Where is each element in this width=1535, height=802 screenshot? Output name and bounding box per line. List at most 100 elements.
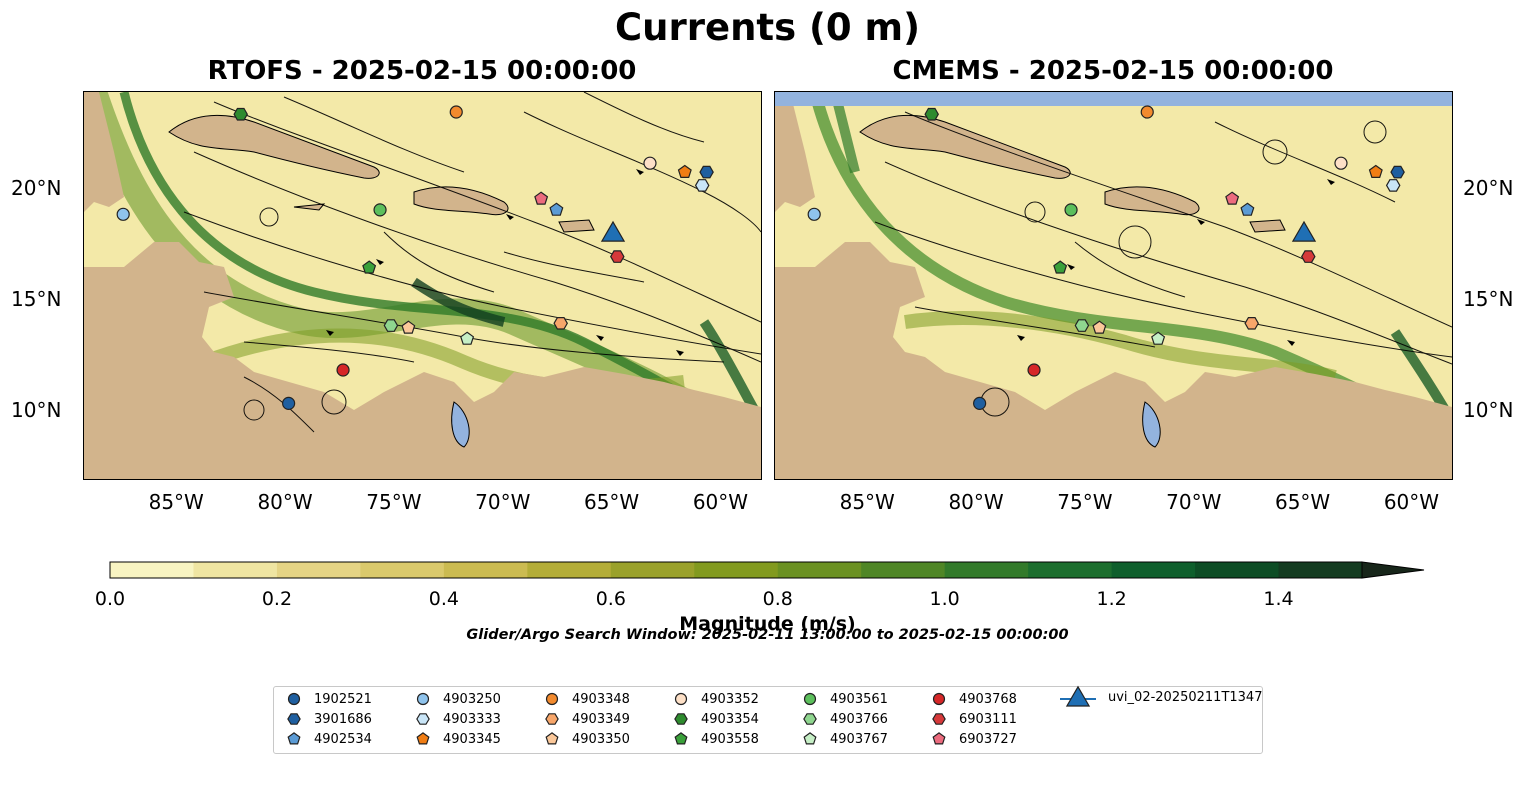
colorbar-segment — [694, 562, 779, 578]
legend-item-label: 3901686 — [314, 711, 372, 727]
observation-marker — [336, 363, 350, 377]
legend-item-label: uvi_02-20250211T1347 — [1108, 689, 1263, 705]
legend-item: 4903350 — [544, 730, 630, 748]
legend-item-label: 4903768 — [959, 691, 1017, 707]
legend-item: 4903345 — [415, 730, 501, 748]
colorbar-segment — [360, 562, 445, 578]
lat-tick-label: 10°N — [1463, 398, 1514, 423]
observation-marker — [553, 317, 568, 330]
colorbar-segment — [1278, 562, 1363, 578]
figure-title: Currents (0 m) — [614, 6, 920, 49]
legend-item: 4903348 — [544, 690, 630, 708]
observation-marker — [282, 396, 296, 410]
legend-item-label: 6903111 — [959, 711, 1017, 727]
observation-marker — [1074, 319, 1090, 332]
legend-item-label: 4903561 — [830, 691, 888, 707]
observation-marker — [373, 203, 387, 217]
legend-item-label: 4903333 — [443, 711, 501, 727]
observation-marker — [534, 191, 549, 205]
legend-item-label: 4903354 — [701, 711, 759, 727]
legend-item-label: 4903352 — [701, 691, 759, 707]
legend-item-label: 4903350 — [572, 731, 630, 747]
legend-item-label: 6903727 — [959, 731, 1017, 747]
observation-marker — [401, 320, 416, 334]
colorbar-segment — [1195, 562, 1280, 578]
lat-tick-label: 20°N — [11, 175, 62, 200]
legend-marker-icon — [932, 713, 946, 725]
legend-item-label: 1902521 — [314, 691, 372, 707]
legend-item: 4903767 — [802, 730, 888, 748]
legend-item-label: 4903558 — [701, 731, 759, 747]
lon-tick-label: 70°W — [1166, 490, 1222, 514]
legend-item-label: 4903348 — [572, 691, 630, 707]
legend-item: 4903766 — [802, 710, 888, 728]
observation-marker — [973, 396, 987, 410]
observation-marker — [1390, 165, 1405, 179]
legend-marker-icon — [416, 692, 430, 706]
map-panel-cmems[interactable] — [774, 91, 1453, 480]
lat-tick-label: 20°N — [1463, 175, 1514, 200]
lon-tick-label: 75°W — [1057, 490, 1113, 514]
lon-tick-label: 65°W — [1274, 490, 1331, 514]
panel-title-cmems: CMEMS - 2025-02-15 00:00:00 — [892, 56, 1334, 86]
observation-marker — [383, 319, 399, 332]
legend-marker-icon — [1060, 685, 1096, 707]
observation-marker — [233, 107, 248, 121]
observation-marker — [1092, 320, 1107, 334]
colorbar-segment — [610, 562, 695, 578]
colorbar-ticks: 0.0 0.2 0.4 0.6 0.8 1.0 1.2 1.4 — [0, 588, 1535, 612]
observation-marker — [600, 220, 626, 242]
observation-marker — [1301, 250, 1316, 263]
legend-item: 6903111 — [931, 710, 1017, 728]
map-canvas-cmems — [775, 92, 1452, 479]
colorbar-segment — [1111, 562, 1196, 578]
colorbar-tick-label: 1.4 — [1263, 588, 1294, 610]
legend-item: uvi_02-20250211T1347 — [1060, 685, 1263, 707]
colorbar-tick-label: 0.8 — [762, 588, 793, 610]
map-panel-rtofs[interactable] — [83, 91, 762, 480]
legend-marker-icon — [545, 732, 559, 745]
map-canvas-rtofs — [84, 92, 761, 479]
legend-item: 4903352 — [673, 690, 759, 708]
observation-marker — [643, 156, 657, 170]
legend-item: 4903561 — [802, 690, 888, 708]
colorbar-tick-label: 0.0 — [94, 588, 126, 610]
legend-marker-icon — [674, 732, 688, 745]
colorbar-segment — [1028, 562, 1113, 578]
observation-marker — [807, 207, 821, 221]
colorbar-segment — [443, 562, 528, 578]
colorbar-outline — [109, 561, 1363, 579]
observation-marker — [1368, 164, 1383, 179]
legend-item: 4903558 — [673, 730, 759, 748]
legend-marker-icon — [674, 692, 688, 706]
legend-marker-icon — [416, 713, 430, 725]
lat-tick-label: 15°N — [11, 287, 62, 312]
legend-item: 4903354 — [673, 710, 759, 728]
colorbar-tick-label: 0.6 — [595, 588, 626, 610]
observation-marker — [677, 164, 692, 179]
legend-marker-icon — [803, 692, 817, 706]
legend-item-label: 4903345 — [443, 731, 501, 747]
panel-title-rtofs: RTOFS - 2025-02-15 00:00:00 — [207, 56, 637, 86]
colorbar-tick-label: 1.2 — [1096, 588, 1127, 610]
lon-tick-label: 65°W — [583, 490, 640, 514]
colorbar-segment — [777, 562, 862, 578]
colorbar-segment — [193, 562, 278, 578]
colorbar-segment — [527, 562, 612, 578]
observation-marker — [362, 260, 377, 274]
observation-marker — [549, 202, 564, 216]
observation-marker — [460, 331, 475, 345]
observation-marker — [1225, 191, 1240, 205]
lat-tick-label: 10°N — [11, 398, 62, 423]
legend-item: 4903349 — [544, 710, 630, 728]
legend-item-label: 4903767 — [830, 731, 888, 747]
observation-marker — [694, 179, 710, 192]
legend-item: 1902521 — [286, 690, 372, 708]
legend-marker-icon — [545, 713, 559, 725]
lat-tick-label: 15°N — [1463, 287, 1514, 312]
colorbar — [109, 561, 1425, 579]
legend-marker-icon — [287, 692, 301, 706]
legend-item: 4902534 — [286, 730, 372, 748]
observation-marker — [610, 250, 625, 263]
legend: 1902521 3901686 4902534 4903250 4903333 49033… — [273, 685, 1263, 754]
